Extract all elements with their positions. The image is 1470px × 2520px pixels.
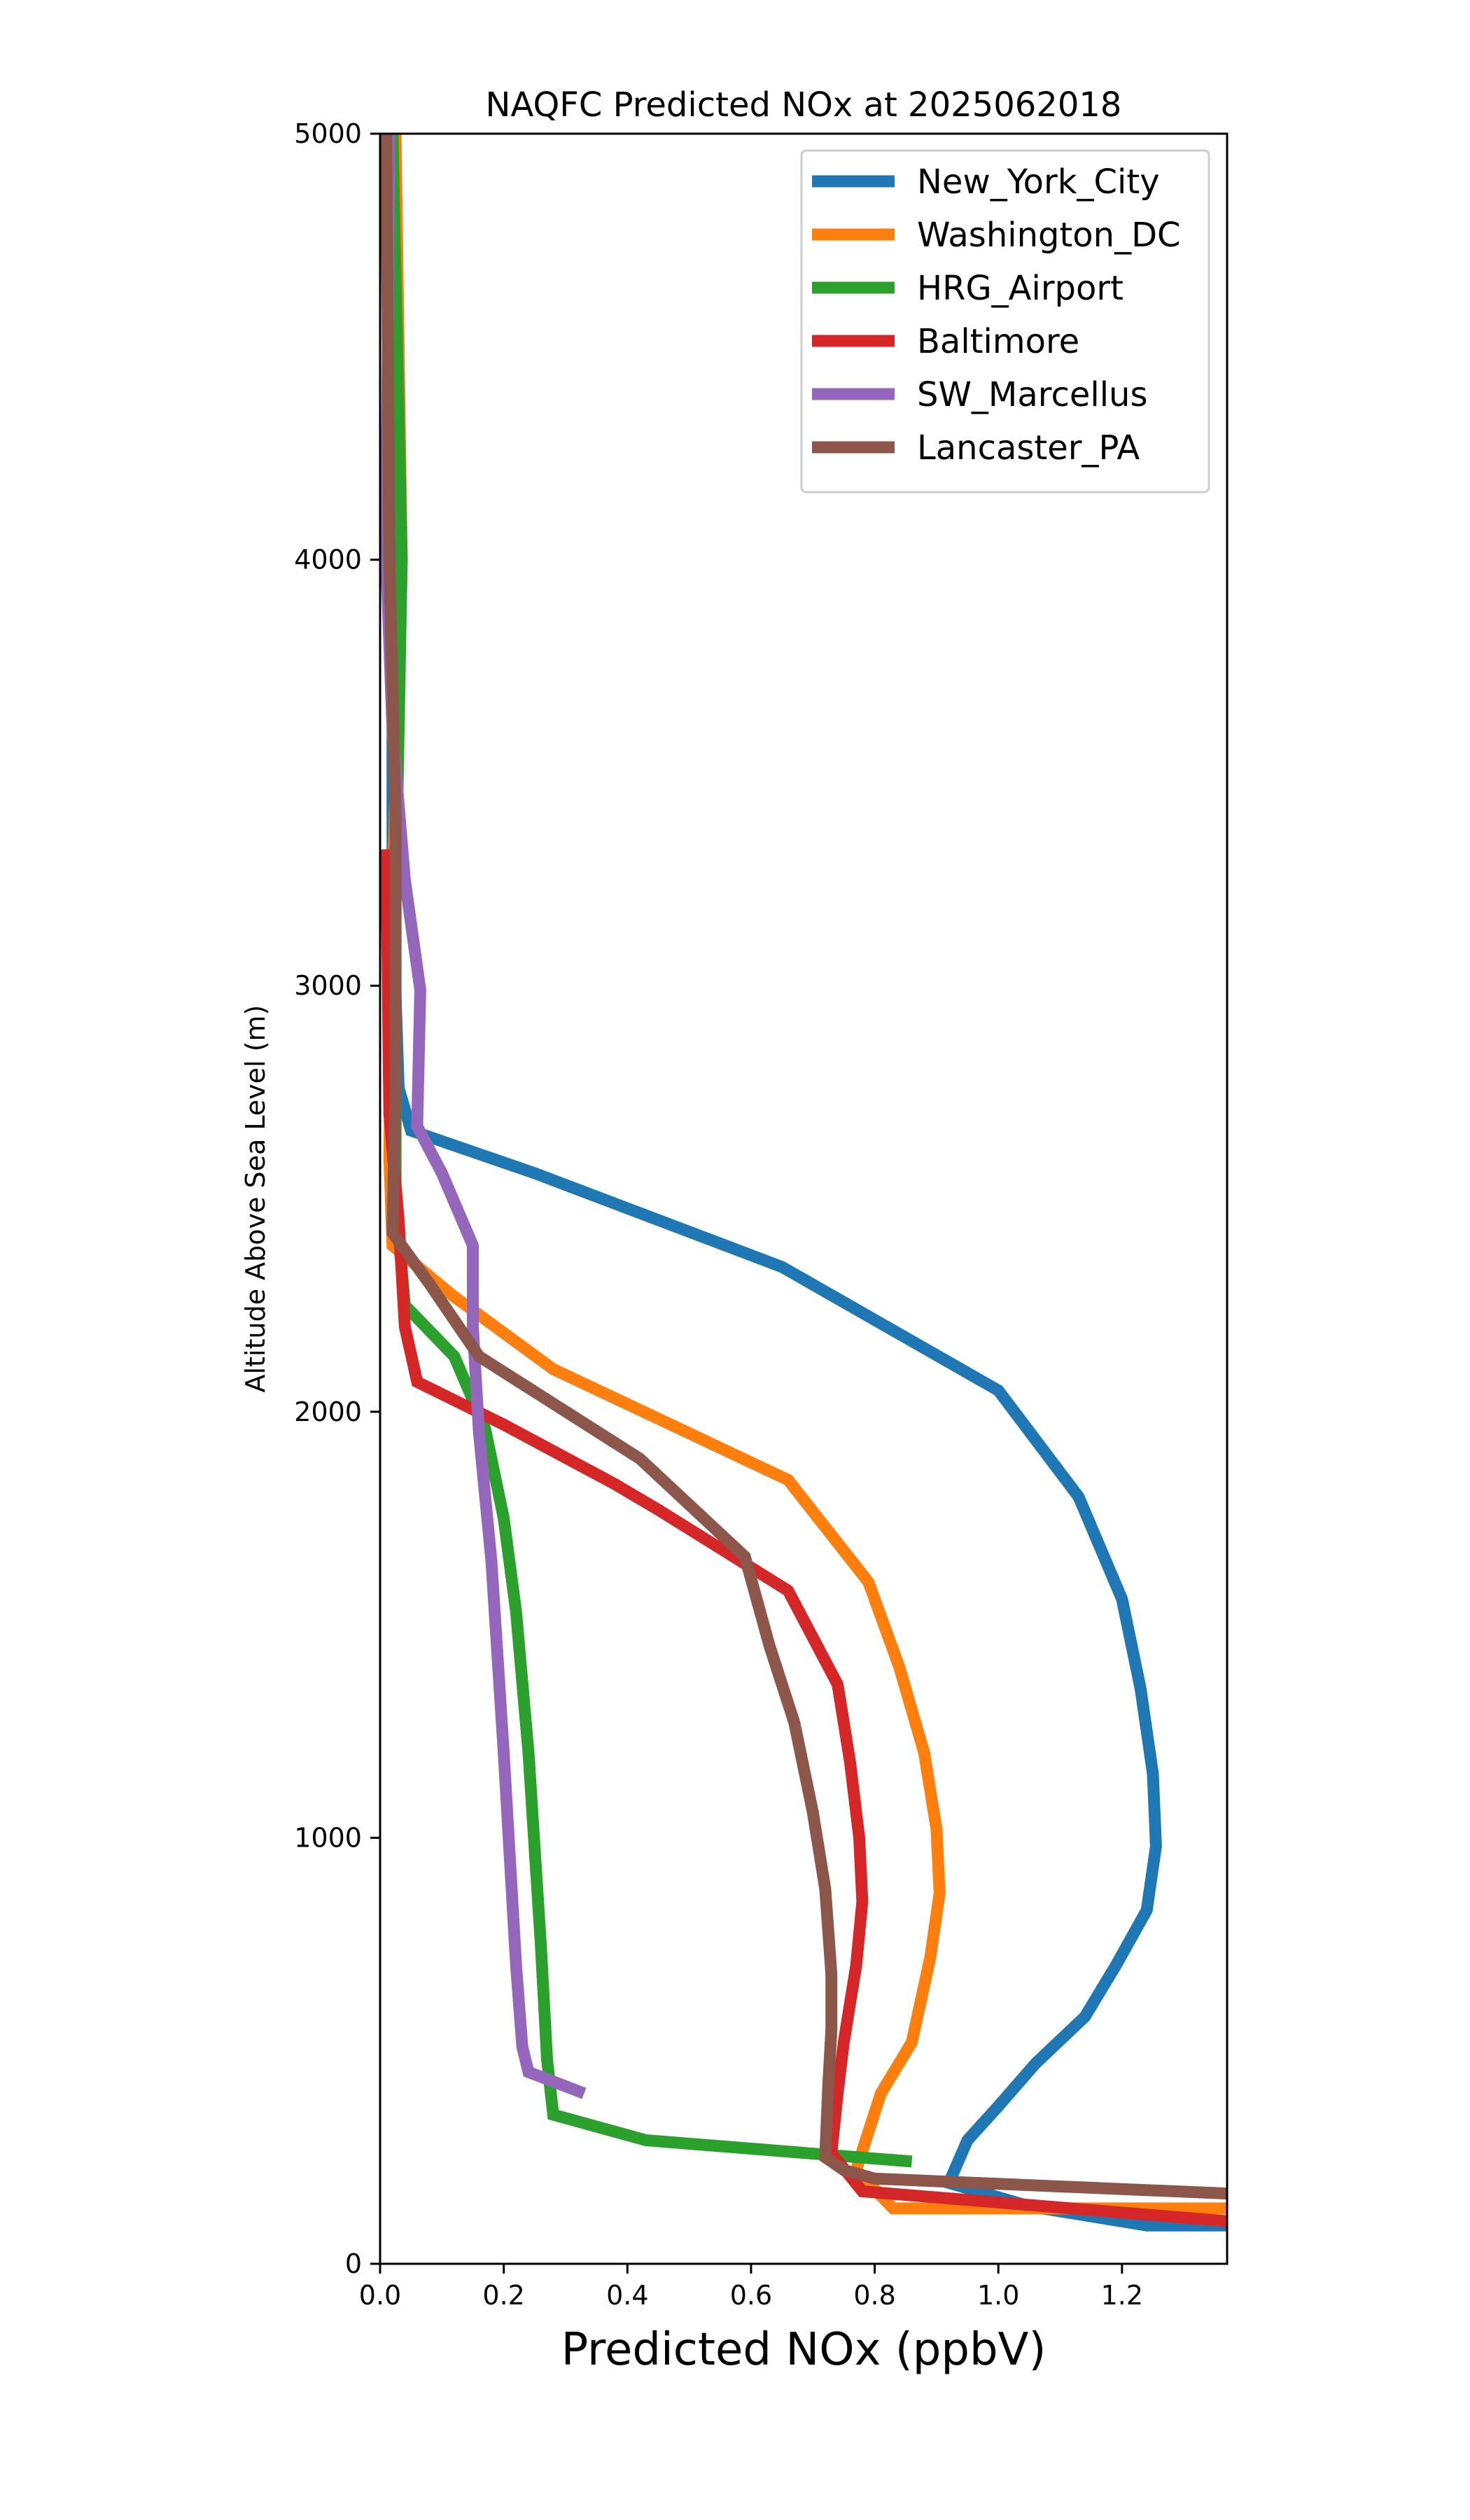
y-tick-label: 3000 — [294, 970, 362, 1001]
series-line-baltimore — [380, 849, 1227, 2227]
series-line-new-york-city — [383, 134, 1227, 2232]
y-tick-label: 4000 — [294, 545, 362, 575]
y-tick-label: 1000 — [294, 1822, 362, 1853]
axes-layer: 0.0 0.2 0.4 0.6 0.8 1.0 1.2 0 1000 2000 3000 4000 50… — [294, 118, 1228, 2311]
series-layer — [380, 134, 1227, 2232]
legend-label: Baltimore — [917, 322, 1079, 361]
x-tick-label: 0.8 — [853, 2280, 895, 2311]
y-tick-label: 5000 — [294, 118, 362, 149]
plot-frame — [379, 132, 1228, 2265]
x-tick-label: 0.0 — [359, 2280, 401, 2311]
chart-title: NAQFC Predicted NOx at 2025062018 — [486, 85, 1122, 125]
legend-label: HRG_Airport — [917, 269, 1124, 308]
legend-label: Lancaster_PA — [917, 428, 1140, 468]
x-tick-label: 0.4 — [606, 2280, 648, 2311]
legend-label: SW_Marcellus — [917, 375, 1147, 414]
legend-label: New_York_City — [917, 162, 1160, 202]
x-tick-label: 1.0 — [977, 2280, 1019, 2311]
series-line-lancaster-pa — [380, 134, 1227, 2200]
legend: New_York_City Washington_DC HRG_Airport Bal… — [800, 149, 1210, 493]
legend-box — [800, 149, 1210, 493]
x-tick-label: 0.6 — [730, 2280, 772, 2311]
y-tick-label: 0 — [345, 2248, 362, 2279]
y-tick-label: 2000 — [294, 1396, 362, 1427]
y-axis-label: Altitude Above Sea Level (m) — [240, 1005, 271, 1393]
x-axis-label: Predicted NOx (ppbV) — [561, 2324, 1046, 2376]
legend-label: Washington_DC — [917, 216, 1181, 255]
x-tick-label: 0.2 — [482, 2280, 524, 2311]
x-tick-label: 1.2 — [1101, 2280, 1143, 2311]
